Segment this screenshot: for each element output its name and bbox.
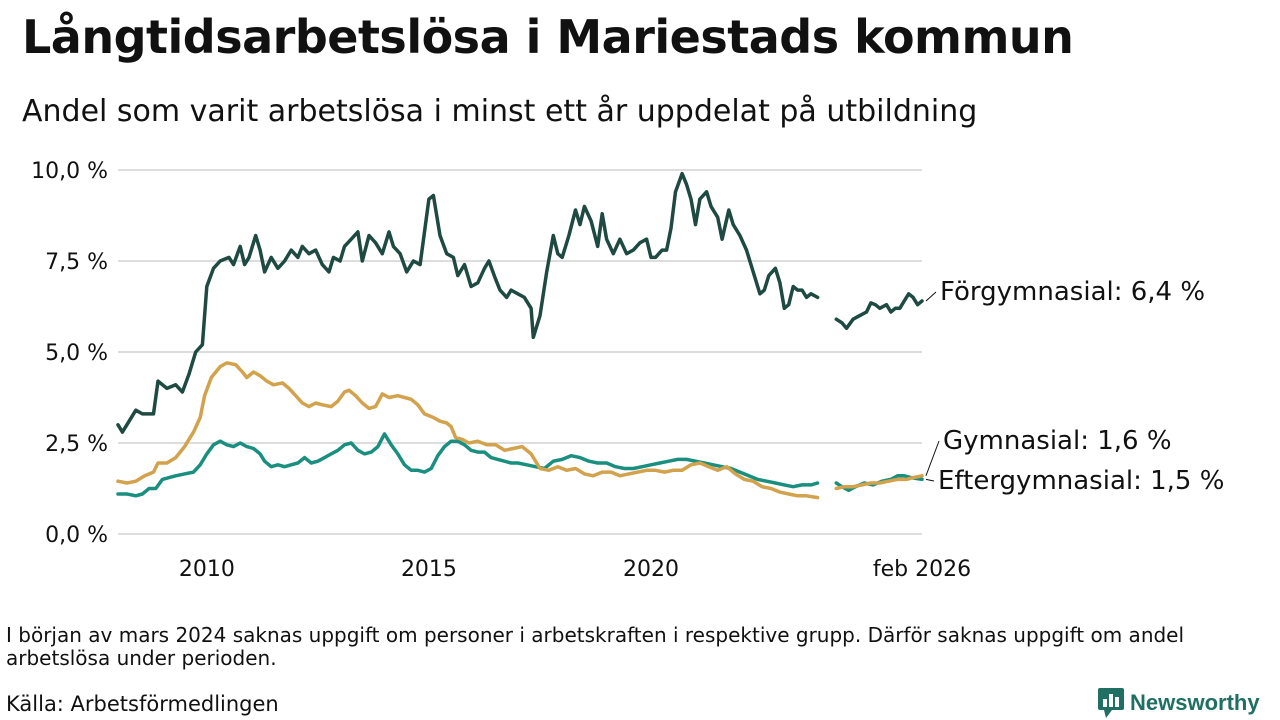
label-leader-line bbox=[925, 478, 935, 482]
x-tick-label: 2020 bbox=[623, 557, 679, 582]
label-leader-line bbox=[925, 291, 937, 302]
x-tick-label: 2010 bbox=[179, 557, 235, 582]
series-end-label: Gymnasial: 1,6 % bbox=[943, 426, 1172, 456]
series-line-förgymnasial bbox=[116, 171, 924, 434]
bar-chart-speech-icon bbox=[1098, 688, 1124, 718]
x-tick-label: 2015 bbox=[401, 557, 457, 582]
brand-name: Newsworthy bbox=[1130, 690, 1260, 715]
y-tick-label: 2,5 % bbox=[45, 432, 108, 457]
x-tick-label: feb 2026 bbox=[873, 557, 971, 582]
line-chart: 0,0 % 2,5 % 5,0 % 7,5 % 10,0 % 2010 2015 2020 fe… bbox=[31, 159, 1224, 582]
source-text: Källa: Arbetsförmedlingen bbox=[6, 692, 279, 716]
series-line-gymnasial bbox=[116, 361, 924, 500]
footnote: I början av mars 2024 saknas uppgift om … bbox=[6, 623, 1185, 670]
newsworthy-logo[interactable]: Newsworthy bbox=[1098, 688, 1260, 718]
y-tick-label: 5,0 % bbox=[45, 341, 108, 366]
label-leader-line bbox=[925, 440, 940, 476]
y-tick-label: 7,5 % bbox=[45, 250, 108, 275]
series-end-label: Förgymnasial: 6,4 % bbox=[940, 277, 1205, 307]
y-tick-label: 10,0 % bbox=[31, 159, 108, 184]
y-tick-label: 0,0 % bbox=[45, 523, 108, 548]
chart-title: Långtidsarbetslösa i Mariestads kommun bbox=[22, 10, 1074, 64]
chart-subtitle: Andel som varit arbetslösa i minst ett å… bbox=[22, 94, 978, 129]
series-end-label: Eftergymnasial: 1,5 % bbox=[938, 466, 1224, 496]
